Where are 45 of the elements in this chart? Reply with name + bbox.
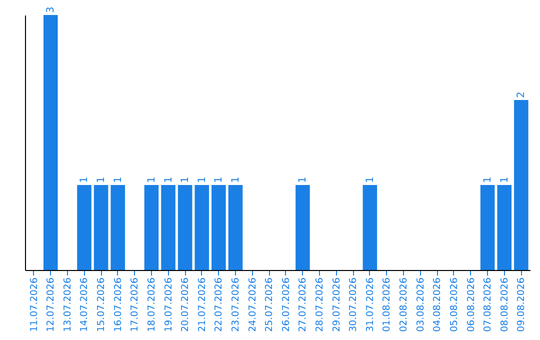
x-tick-label: 15.07.2026	[96, 278, 108, 332]
x-tick-label: 18.07.2026	[146, 278, 158, 332]
data-label: 1	[196, 176, 208, 183]
x-tick-label: 17.07.2026	[130, 278, 141, 332]
data-label: 1	[230, 176, 242, 183]
x-tick-label: 14.07.2026	[79, 278, 90, 332]
x-tick-label: 31.07.2026	[364, 278, 376, 332]
x-tick-label: 27.07.2026	[298, 278, 309, 332]
x-tick-label: 08.08.2026	[499, 278, 510, 332]
data-label: 1	[96, 176, 108, 183]
x-tick-label: 26.07.2026	[280, 278, 292, 332]
x-tick-label: 22.07.2026	[214, 278, 225, 332]
data-label: 3	[46, 6, 57, 13]
x-tick-label: 20.07.2026	[180, 278, 192, 332]
x-tick-label: 09.08.2026	[516, 278, 528, 332]
x-tick-label: 07.08.2026	[482, 278, 494, 332]
data-label: 1	[298, 176, 309, 183]
x-tick-label: 21.07.2026	[196, 278, 208, 332]
x-tick-label: 01.08.2026	[382, 278, 393, 332]
data-label: 1	[180, 176, 192, 183]
data-label: 1	[499, 176, 510, 183]
x-tick-label: 16.07.2026	[112, 278, 124, 332]
data-label: 1	[163, 176, 174, 183]
x-tick-label: 04.08.2026	[432, 278, 444, 332]
x-tick-label: 13.07.2026	[62, 278, 74, 332]
x-tick-label: 11.07.2026	[28, 278, 40, 332]
x-tick-label: 05.08.2026	[448, 278, 460, 332]
data-label: 1	[146, 176, 158, 183]
x-tick-label: 24.07.2026	[247, 278, 258, 332]
data-label: 1	[482, 176, 494, 183]
x-tick-label: 25.07.2026	[264, 278, 276, 332]
x-tick-label: 02.08.2026	[398, 278, 410, 332]
data-label: 1	[364, 176, 376, 183]
data-label: 2	[516, 92, 528, 98]
x-tick-label: 06.08.2026	[466, 278, 477, 332]
data-label: 1	[112, 176, 124, 183]
x-tick-label: 28.07.2026	[314, 278, 326, 332]
x-tick-label: 03.08.2026	[415, 278, 426, 332]
x-tick-label: 12.07.2026	[46, 278, 57, 332]
x-tick-label: 30.07.2026	[348, 278, 360, 332]
x-tick-label: 19.07.2026	[163, 278, 174, 332]
data-label: 1	[79, 176, 90, 183]
x-tick-label: 29.07.2026	[331, 278, 342, 332]
data-label: 1	[214, 176, 225, 183]
x-tick-label: 23.07.2026	[230, 278, 242, 332]
